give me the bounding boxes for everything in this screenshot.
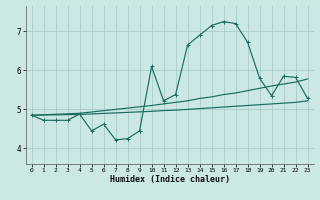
X-axis label: Humidex (Indice chaleur): Humidex (Indice chaleur) [109, 175, 230, 184]
